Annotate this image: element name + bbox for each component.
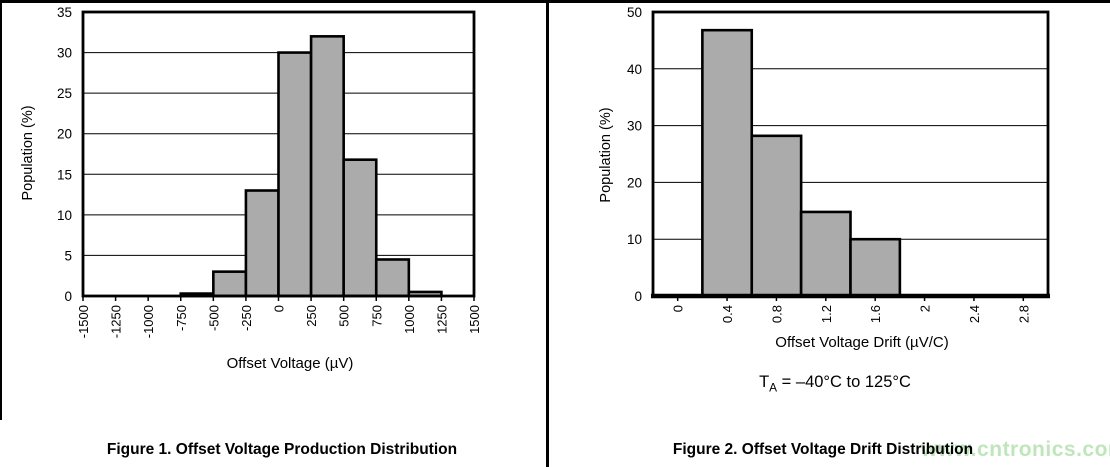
x-tick-label: 1500 (467, 305, 482, 334)
y-tick-label: 15 (57, 167, 72, 182)
x-tick-label: 2 (918, 305, 933, 312)
column-divider-line (546, 0, 549, 467)
condition-symbol: T (759, 373, 770, 391)
x-axis-title: Offset Voltage Drift (µV/C) (775, 334, 948, 351)
x-tick-label: 1250 (434, 305, 449, 334)
figure1-caption: Figure 1. Offset Voltage Production Dist… (106, 441, 458, 458)
y-tick-label: 5 (64, 248, 72, 263)
x-tick-label: 0 (671, 305, 686, 312)
y-axis-title: Population (%) (598, 107, 614, 202)
top-border-line (0, 0, 1110, 3)
y-axis-title: Population (%) (20, 105, 36, 200)
temperature-condition-note: TA = –40°C to 125°C (640, 373, 1030, 394)
x-tick-label: 750 (369, 305, 384, 327)
left-border-line (0, 0, 2, 420)
x-tick-label: 250 (304, 305, 319, 327)
histogram-bar (701, 28, 754, 298)
x-tick-label: -250 (239, 305, 254, 331)
figure2-caption: Figure 2. Offset Voltage Drift Distribut… (672, 441, 974, 458)
x-tick-label: 0 (272, 305, 287, 312)
x-tick-label: 0.8 (769, 305, 784, 323)
histogram-bar (309, 35, 345, 298)
y-tick-label: 20 (57, 127, 72, 142)
y-tick-label: 35 (57, 5, 72, 20)
histogram-bar (849, 237, 902, 298)
x-tick-label: -1250 (109, 305, 124, 338)
histogram-bar (750, 134, 803, 298)
y-tick-label: 20 (627, 175, 642, 190)
histogram-bar (244, 189, 280, 298)
watermark-text: www.cntronics.com (921, 438, 1110, 461)
y-tick-label: 10 (57, 208, 72, 223)
y-tick-label: 0 (634, 289, 642, 304)
condition-subscript: A (769, 380, 778, 395)
y-tick-label: 50 (627, 5, 642, 20)
histogram-bar (277, 51, 313, 298)
histogram-bar (342, 158, 378, 298)
x-tick-label: 1000 (402, 305, 417, 334)
x-tick-label: -750 (174, 305, 189, 331)
histogram-bar (799, 210, 852, 298)
x-tick-label: 1.2 (819, 305, 834, 323)
x-tick-label: 2.8 (1016, 305, 1031, 323)
x-axis-title: Offset Voltage (µV) (227, 355, 354, 372)
x-tick-label: 1.6 (868, 305, 883, 323)
x-tick-label: 2.4 (967, 305, 982, 323)
x-tick-label: 0.4 (720, 305, 735, 323)
x-tick-label: -1000 (141, 305, 156, 338)
y-tick-label: 30 (57, 46, 72, 61)
y-tick-label: 30 (627, 119, 642, 134)
x-tick-label: -1500 (76, 305, 91, 338)
histogram-bar (212, 270, 248, 298)
x-tick-label: 500 (337, 305, 352, 327)
x-tick-label: -500 (206, 305, 221, 331)
condition-value: = –40°C to 125°C (777, 373, 911, 391)
y-tick-label: 25 (57, 86, 72, 101)
histogram-bar (374, 258, 411, 298)
y-tick-label: 0 (64, 289, 72, 304)
y-tick-label: 40 (627, 62, 642, 77)
y-tick-label: 10 (627, 232, 642, 247)
